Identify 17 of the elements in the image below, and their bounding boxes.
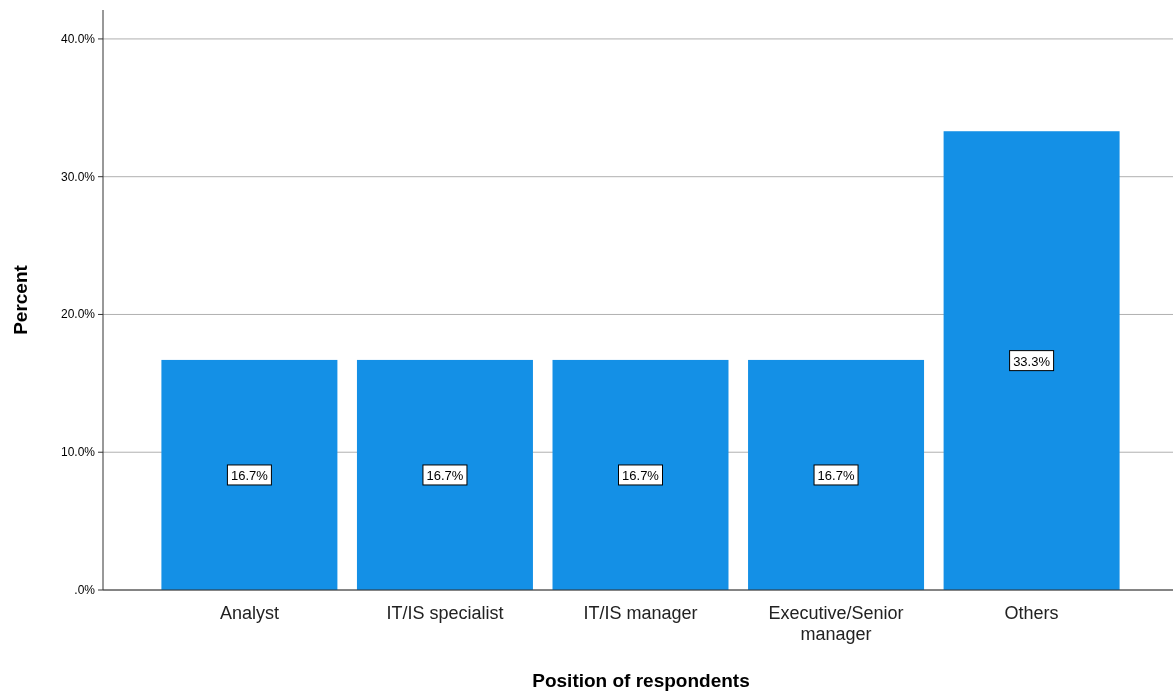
- data-label: 16.7%: [230, 467, 269, 483]
- x-tick-label: IT/IS manager: [583, 603, 698, 623]
- y-tick-label: 10.0%: [60, 445, 96, 460]
- x-axis-title: Position of respondents: [532, 670, 750, 691]
- y-tick-label: .0%: [74, 583, 96, 597]
- y-tick-label: 20.0%: [60, 307, 96, 322]
- x-tick-label: Analyst: [219, 603, 279, 623]
- x-tick-label: Executive/Senior manager: [768, 603, 904, 644]
- data-label: 33.3%: [1013, 353, 1051, 369]
- data-label: 16.7%: [426, 467, 464, 483]
- data-label: 16.7%: [622, 467, 660, 483]
- y-axis-title: Percent: [10, 264, 31, 335]
- y-tick-label: 30.0%: [60, 169, 96, 184]
- x-tick-label: IT/IS specialist: [386, 603, 504, 623]
- x-tick-label: Others: [1004, 603, 1059, 623]
- y-tick-label: 40.0%: [60, 31, 96, 46]
- data-label: 16.7%: [817, 467, 855, 483]
